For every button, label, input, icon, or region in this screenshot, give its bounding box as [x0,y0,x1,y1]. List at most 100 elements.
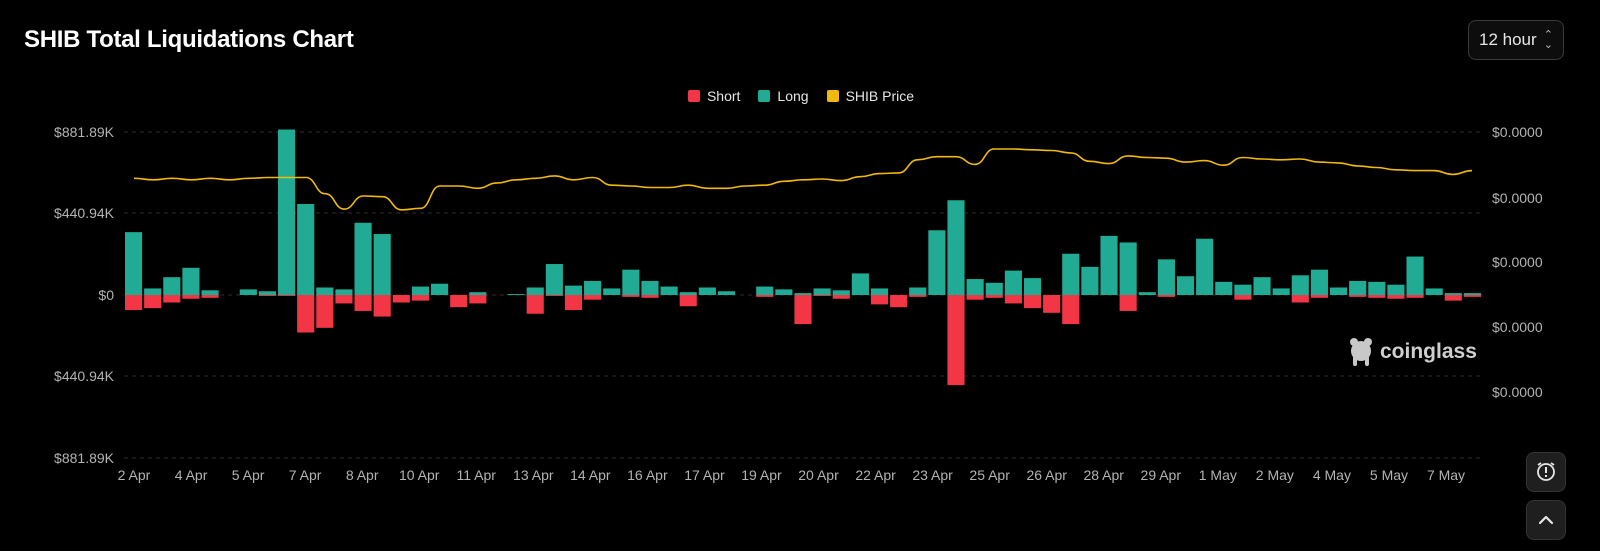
long-bar[interactable] [1119,242,1137,295]
short-bar[interactable] [1310,295,1328,298]
long-bar[interactable] [622,269,640,295]
long-bar[interactable] [526,287,544,295]
long-bar[interactable] [239,289,257,295]
short-bar[interactable] [832,295,850,299]
long-bar[interactable] [1062,253,1080,295]
long-bar[interactable] [947,200,965,295]
short-bar[interactable] [144,295,162,309]
long-bar[interactable] [794,293,812,295]
short-bar[interactable] [450,295,468,308]
long-bar[interactable] [1176,276,1195,295]
short-bar[interactable] [373,295,391,317]
long-bar[interactable] [411,286,430,295]
long-bar[interactable] [431,283,449,295]
short-bar[interactable] [1157,295,1175,297]
short-bar[interactable] [794,295,812,325]
short-bar[interactable] [125,295,143,311]
long-bar[interactable] [1387,284,1405,295]
long-bar[interactable] [507,294,525,295]
short-bar[interactable] [985,295,1003,298]
short-bar[interactable] [1349,295,1367,297]
long-bar[interactable] [335,289,353,295]
short-bar[interactable] [947,295,965,386]
short-bar[interactable] [1119,295,1137,311]
long-bar[interactable] [354,222,372,295]
short-bar[interactable] [584,295,602,300]
short-bar[interactable] [564,295,583,311]
short-bar[interactable] [163,295,181,303]
short-bar[interactable] [1234,295,1252,300]
long-bar[interactable] [1444,293,1462,295]
short-bar[interactable] [679,295,697,307]
long-bar[interactable] [756,286,774,295]
long-bar[interactable] [469,292,487,295]
long-bar[interactable] [775,289,793,295]
long-bar[interactable] [1272,288,1290,295]
short-bar[interactable] [1463,295,1481,297]
short-bar[interactable] [909,295,927,297]
long-bar[interactable] [909,287,927,295]
long-bar[interactable] [1253,277,1271,295]
long-bar[interactable] [1004,270,1022,295]
long-bar[interactable] [717,291,736,295]
long-bar[interactable] [641,280,659,295]
long-bar[interactable] [928,230,946,295]
short-bar[interactable] [1368,295,1386,298]
long-bar[interactable] [1368,281,1386,295]
long-bar[interactable] [1023,278,1042,295]
short-bar[interactable] [1043,295,1061,313]
long-bar[interactable] [1100,235,1118,295]
long-bar[interactable] [1463,293,1481,295]
long-bar[interactable] [1310,269,1328,295]
long-bar[interactable] [564,285,583,295]
long-bar[interactable] [679,292,697,295]
short-bar[interactable] [756,295,774,297]
long-bar[interactable] [1425,288,1443,295]
long-bar[interactable] [851,273,869,295]
legend-item-price[interactable]: SHIB Price [826,88,914,104]
long-bar[interactable] [603,288,621,295]
long-bar[interactable] [182,267,200,295]
short-bar[interactable] [1023,295,1042,309]
long-bar[interactable] [316,287,334,295]
short-bar[interactable] [526,295,544,314]
legend-item-short[interactable]: Short [687,88,740,104]
period-select[interactable]: 12 hour ⌃ ⌄ [1468,20,1564,60]
short-bar[interactable] [335,295,353,304]
short-bar[interactable] [966,295,984,300]
long-bar[interactable] [201,290,219,295]
long-bar[interactable] [1329,287,1348,295]
short-bar[interactable] [469,295,487,304]
short-bar[interactable] [1062,295,1080,325]
long-bar[interactable] [698,287,716,295]
long-bar[interactable] [870,288,889,295]
short-bar[interactable] [622,295,640,297]
long-bar[interactable] [1291,275,1309,295]
long-bar[interactable] [1196,238,1214,295]
long-bar[interactable] [660,286,678,295]
long-bar[interactable] [832,290,850,295]
long-bar[interactable] [1081,266,1099,295]
short-bar[interactable] [545,295,563,296]
short-bar[interactable] [641,295,659,298]
long-bar[interactable] [297,204,315,295]
alert-button[interactable] [1526,452,1566,492]
long-bar[interactable] [373,234,391,295]
short-bar[interactable] [1406,295,1424,298]
short-bar[interactable] [258,295,277,296]
long-bar[interactable] [1215,281,1233,295]
short-bar[interactable] [316,295,334,328]
long-bar[interactable] [258,291,277,295]
long-bar[interactable] [1406,256,1424,295]
legend-item-long[interactable]: Long [758,88,809,104]
short-bar[interactable] [890,295,908,308]
short-bar[interactable] [354,295,372,311]
long-bar[interactable] [1349,280,1367,295]
long-bar[interactable] [278,129,296,295]
long-bar[interactable] [1138,292,1156,295]
short-bar[interactable] [1291,295,1309,303]
short-bar[interactable] [1387,295,1405,299]
short-bar[interactable] [392,295,410,303]
scroll-top-button[interactable] [1526,500,1566,540]
short-bar[interactable] [278,295,296,296]
